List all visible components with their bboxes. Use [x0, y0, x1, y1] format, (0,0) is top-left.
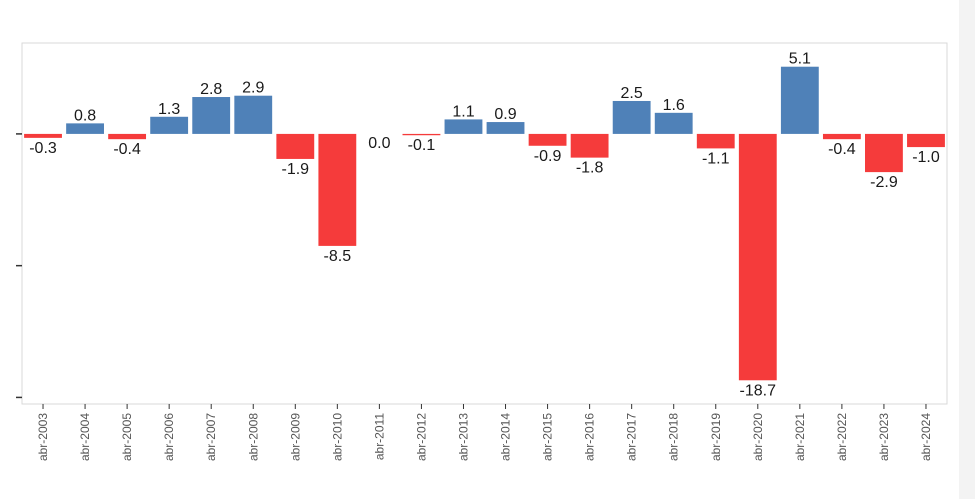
bar	[865, 133, 903, 173]
x-tick-label: abr-2015	[541, 413, 555, 461]
x-tick-label: abr-2014	[499, 413, 513, 461]
bar	[780, 66, 819, 134]
bar	[234, 95, 273, 134]
data-labels: -0.3 0.8 -0.4 1.3 2.8 2.9 -1.9 -8.5 0.0 -0.1 1.1 0.…	[29, 51, 940, 400]
bar	[402, 133, 441, 136]
data-label: 2.9	[242, 80, 264, 97]
x-tick-label: abr-2009	[288, 413, 302, 461]
scrollbar-gutter	[959, 0, 975, 499]
data-label: 1.1	[452, 103, 474, 120]
x-axis: abr-2003 abr-2004 abr-2005 abr-2006 abr-2007…	[36, 404, 933, 461]
bar	[24, 133, 62, 138]
x-tick-label: abr-2007	[204, 413, 218, 461]
x-tick-label: abr-2019	[709, 413, 723, 461]
data-label: 2.8	[200, 81, 222, 98]
bar	[150, 116, 189, 134]
bar	[66, 123, 104, 134]
data-label: 2.5	[621, 85, 643, 102]
x-tick-label: abr-2017	[625, 413, 639, 461]
bar	[444, 119, 483, 134]
data-label: -1.0	[912, 149, 940, 166]
data-label: 1.6	[663, 97, 685, 114]
data-label: 1.3	[158, 101, 180, 118]
y-axis	[16, 133, 22, 399]
data-label: -0.9	[534, 148, 562, 165]
x-tick-label: abr-2005	[120, 413, 134, 461]
data-label: -0.1	[408, 137, 436, 154]
x-tick-label: abr-2021	[793, 413, 807, 461]
bar	[528, 133, 567, 146]
x-tick-label: abr-2006	[162, 413, 176, 461]
bar	[192, 97, 231, 134]
x-tick-label: abr-2008	[246, 413, 260, 461]
x-tick-label: abr-2003	[36, 413, 50, 461]
bar	[570, 133, 609, 158]
data-label: -0.3	[29, 140, 57, 157]
x-tick-label: abr-2020	[751, 413, 765, 461]
x-tick-label: abr-2024	[919, 413, 933, 461]
x-tick-label: abr-2023	[877, 413, 891, 461]
x-tick-label: abr-2016	[583, 413, 597, 461]
bar	[907, 133, 945, 148]
data-label: -8.5	[324, 248, 352, 265]
x-tick-label: abr-2004	[78, 413, 92, 461]
bars	[24, 66, 945, 381]
data-label: -1.9	[282, 161, 310, 178]
x-tick-label: abr-2013	[456, 413, 470, 461]
data-label: -0.4	[828, 141, 856, 158]
bar	[276, 133, 315, 159]
data-label: 0.9	[494, 106, 516, 123]
bar	[318, 133, 357, 246]
x-tick-label: abr-2010	[330, 413, 344, 461]
bar	[738, 133, 777, 381]
bar	[108, 133, 147, 140]
bar	[486, 122, 525, 134]
bar	[612, 100, 651, 134]
data-label: 0.0	[368, 135, 390, 152]
data-label: 5.1	[789, 51, 811, 68]
bar	[696, 133, 735, 149]
data-label: 0.8	[74, 107, 96, 124]
data-label: -2.9	[870, 174, 898, 191]
data-label: -1.1	[702, 150, 730, 167]
bar	[654, 112, 693, 134]
bar	[822, 133, 861, 140]
x-tick-label: abr-2018	[667, 413, 681, 461]
x-tick-label: abr-2011	[372, 413, 386, 460]
x-tick-label: abr-2012	[414, 413, 428, 461]
data-label: -18.7	[740, 382, 777, 399]
data-label: -1.8	[576, 160, 604, 177]
x-tick-label: abr-2022	[835, 413, 849, 461]
data-label: -0.4	[113, 141, 141, 158]
